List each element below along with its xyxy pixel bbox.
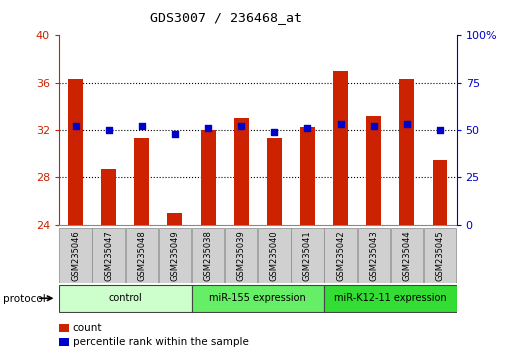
Text: GSM235043: GSM235043 (369, 230, 378, 281)
Text: GSM235041: GSM235041 (303, 230, 312, 281)
Bar (234, 118, 249, 225)
FancyBboxPatch shape (191, 285, 324, 312)
Point (303, 125, 311, 131)
Text: control: control (108, 293, 142, 303)
Bar (267, 138, 282, 225)
Text: GSM235038: GSM235038 (204, 230, 212, 281)
Bar (134, 138, 149, 225)
Point (270, 129, 279, 135)
Bar (300, 126, 315, 225)
Bar (168, 213, 183, 225)
Text: protocol: protocol (3, 294, 45, 304)
Point (436, 127, 444, 133)
Text: count: count (73, 323, 103, 333)
FancyBboxPatch shape (291, 228, 324, 283)
Text: GSM235045: GSM235045 (436, 230, 444, 281)
FancyBboxPatch shape (159, 228, 191, 283)
Text: GSM235039: GSM235039 (236, 230, 246, 281)
FancyBboxPatch shape (324, 285, 457, 312)
Text: GSM235042: GSM235042 (336, 230, 345, 281)
FancyBboxPatch shape (59, 285, 191, 312)
Text: GSM235044: GSM235044 (402, 230, 411, 281)
Text: GSM235047: GSM235047 (104, 230, 113, 281)
Point (337, 121, 345, 127)
Point (71, 124, 80, 129)
Point (204, 125, 212, 131)
FancyBboxPatch shape (92, 228, 125, 283)
Bar (366, 116, 381, 225)
FancyBboxPatch shape (258, 228, 290, 283)
Text: GSM235046: GSM235046 (71, 230, 80, 281)
Point (105, 127, 113, 133)
FancyBboxPatch shape (324, 228, 357, 283)
Point (237, 124, 245, 129)
FancyBboxPatch shape (424, 228, 456, 283)
Bar (432, 160, 447, 225)
Point (137, 124, 146, 129)
Text: GDS3007 / 236468_at: GDS3007 / 236468_at (150, 11, 302, 24)
Text: miR-K12-11 expression: miR-K12-11 expression (334, 293, 447, 303)
Text: GSM235048: GSM235048 (137, 230, 146, 281)
FancyBboxPatch shape (60, 228, 92, 283)
Point (403, 121, 411, 127)
FancyBboxPatch shape (390, 228, 423, 283)
Point (370, 124, 378, 129)
Bar (400, 79, 415, 225)
Text: miR-155 expression: miR-155 expression (209, 293, 306, 303)
Bar (68, 79, 83, 225)
FancyBboxPatch shape (126, 228, 158, 283)
FancyBboxPatch shape (192, 228, 224, 283)
Text: GSM235040: GSM235040 (270, 230, 279, 281)
FancyBboxPatch shape (225, 228, 258, 283)
Text: GSM235049: GSM235049 (170, 230, 180, 281)
Bar (101, 169, 116, 225)
Bar (201, 130, 215, 225)
Point (171, 131, 179, 137)
Text: percentile rank within the sample: percentile rank within the sample (73, 337, 249, 347)
Bar (333, 71, 348, 225)
FancyBboxPatch shape (358, 228, 390, 283)
